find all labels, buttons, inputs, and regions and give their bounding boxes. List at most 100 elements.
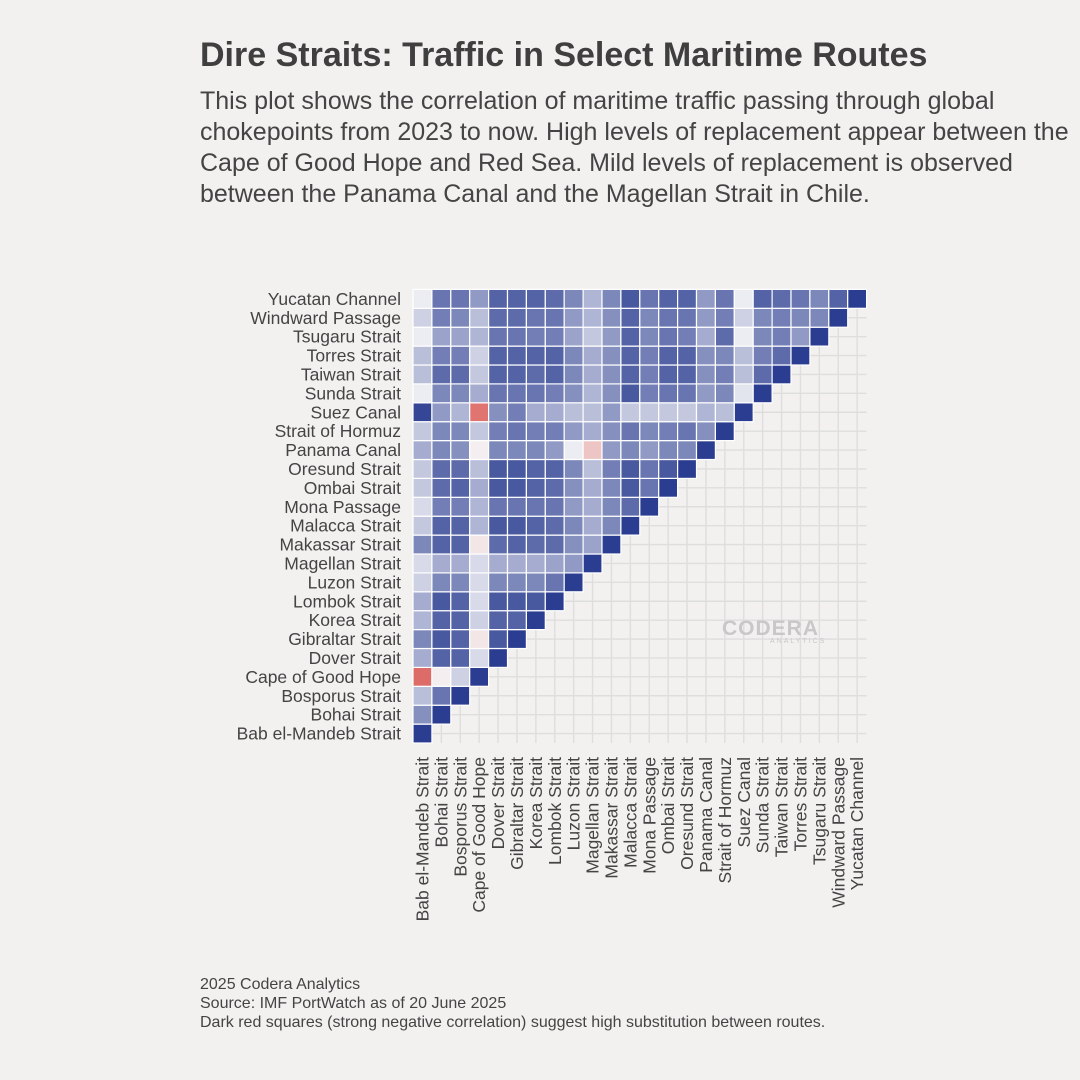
heatmap-cell (620, 421, 641, 442)
heatmap-cell (431, 496, 452, 517)
heatmap-cell (676, 383, 698, 404)
y-tick-label: Magellan Strait (284, 553, 401, 573)
heatmap-cell (544, 591, 565, 612)
heatmap-cell (658, 402, 679, 423)
x-tick-label: Luzon Strait (564, 757, 584, 851)
heatmap-cell (676, 345, 698, 366)
heatmap-cell (450, 515, 471, 536)
heatmap-cell (828, 307, 849, 328)
heatmap-cell (676, 402, 698, 423)
heatmap-cell (506, 610, 527, 631)
x-tick-label: Makassar Strait (601, 757, 621, 879)
heatmap-cell (752, 345, 773, 366)
heatmap-cell (771, 364, 792, 385)
heatmap-cell (620, 402, 641, 423)
heatmap-cell (620, 288, 641, 309)
heatmap-cell (620, 364, 641, 385)
y-tick-label: Makassar Strait (279, 535, 401, 555)
heatmap-cell (582, 402, 603, 423)
heatmap-cell (639, 458, 660, 479)
heatmap-cell (488, 383, 509, 404)
heatmap-cell (563, 383, 584, 404)
heatmap-cell (658, 421, 679, 442)
y-tick-label: Taiwan Strait (301, 364, 401, 384)
heatmap-cell (469, 477, 490, 498)
heatmap-cell (450, 534, 471, 555)
heatmap-cell (412, 307, 433, 328)
heatmap-cell (695, 440, 716, 461)
y-tick-label: Strait of Hormuz (275, 421, 401, 441)
heatmap-cell (412, 496, 433, 517)
heatmap-cell (639, 288, 660, 309)
heatmap-cell (676, 288, 698, 309)
x-tick-label: Magellan Strait (583, 757, 603, 874)
heatmap-cell (412, 647, 433, 668)
x-tick-label: Bab el-Mandeb Strait (412, 757, 432, 922)
heatmap-cell (695, 345, 716, 366)
heatmap-cell (431, 704, 452, 725)
heatmap-cell (506, 553, 527, 574)
heatmap-cell (412, 553, 433, 574)
heatmap-cell (525, 553, 546, 574)
heatmap-cell (431, 685, 452, 706)
heatmap-cell (412, 572, 433, 593)
heatmap-cell (469, 610, 490, 631)
heatmap-cell (601, 458, 622, 479)
heatmap-cell (620, 440, 641, 461)
heatmap-cell (488, 288, 509, 309)
heatmap-cell (450, 496, 471, 517)
x-tick-label: Cape of Good Hope (469, 757, 489, 913)
heatmap-cell (525, 496, 546, 517)
heatmap-cell (525, 307, 546, 328)
x-tick-label: Oresund Strait (677, 757, 697, 870)
y-tick-label: Torres Strait (307, 346, 401, 366)
codera-watermark: CODERA ANALYTICS (722, 617, 826, 645)
heatmap-cell (431, 591, 452, 612)
heatmap-cell (809, 288, 830, 309)
heatmap-cell (658, 326, 679, 347)
heatmap-cell (620, 496, 641, 517)
heatmap-cell (544, 458, 565, 479)
heatmap-cell (469, 515, 490, 536)
heatmap-cell (544, 534, 565, 555)
heatmap-cell (601, 345, 622, 366)
heatmap-cell (582, 288, 603, 309)
heatmap-cell (695, 326, 716, 347)
heatmap-cell (506, 628, 527, 650)
heatmap-cell (639, 345, 660, 366)
heatmap-cell (544, 572, 565, 593)
heatmap-cell (431, 666, 452, 687)
heatmap-cell (450, 647, 471, 668)
heatmap-cell (714, 307, 735, 328)
y-tick-label: Bosporus Strait (281, 686, 401, 706)
heatmap-cell (582, 383, 603, 404)
x-tick-label: Mona Passage (639, 757, 659, 874)
heatmap-cell (450, 591, 471, 612)
y-tick-label: Gibraltar Strait (288, 629, 401, 649)
heatmap-cell (469, 496, 490, 517)
heatmap-cell (412, 610, 433, 631)
heatmap-cell (506, 440, 527, 461)
y-tick-label: Bab el-Mandeb Strait (237, 724, 402, 744)
heatmap-cell (488, 515, 509, 536)
heatmap-cell (488, 628, 509, 650)
heatmap-cell (563, 288, 584, 309)
heatmap-cell (469, 553, 490, 574)
heatmap-cell (563, 553, 584, 574)
chart-title: Dire Straits: Traffic in Select Maritime… (200, 36, 928, 74)
heatmap-cell (412, 591, 433, 612)
heatmap-cell (412, 421, 433, 442)
heatmap-cell (525, 610, 546, 631)
heatmap-cell (488, 591, 509, 612)
heatmap-cell (639, 440, 660, 461)
heatmap-cell (733, 364, 754, 385)
heatmap-cell (582, 496, 603, 517)
heatmap-cell (469, 288, 490, 309)
heatmap-cell (752, 307, 773, 328)
heatmap-cell (450, 553, 471, 574)
x-tick-label: Taiwan Strait (772, 757, 792, 857)
heatmap-cell (450, 402, 471, 423)
y-tick-label: Windward Passage (250, 308, 401, 328)
heatmap-cell (809, 326, 830, 347)
